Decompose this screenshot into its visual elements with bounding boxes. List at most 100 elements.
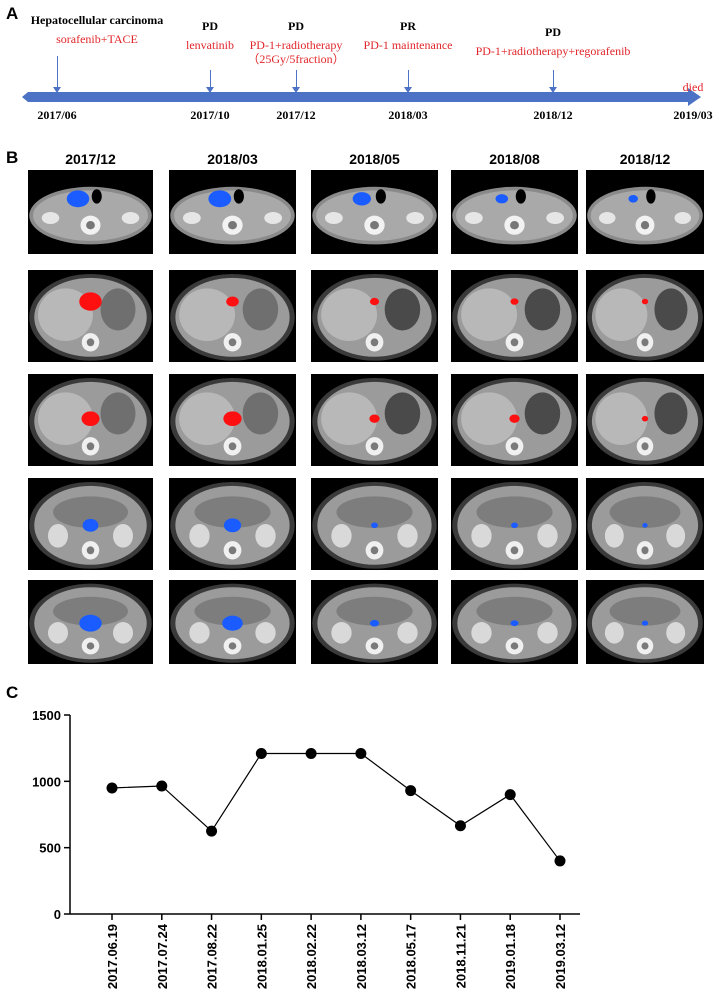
y-tick-label: 0 [54, 907, 61, 922]
ct-slice-drawing [312, 186, 437, 245]
x-tick-label: 2019.03.12 [553, 924, 568, 989]
timeline-event: PD PD-1+radiotherapy+regorafenib [476, 24, 631, 58]
ct-slice-neck [311, 170, 438, 254]
timeline-event: PR PD-1 maintenance [364, 18, 453, 52]
ct-slice-drawing [587, 186, 703, 245]
ct-slice-upper-abdomen [311, 270, 438, 362]
ct-slice-drawing [29, 377, 152, 465]
ct-slice-drawing [312, 273, 437, 361]
ct-slice-drawing [29, 186, 152, 245]
lesion-marker [641, 620, 649, 626]
event-arrow [549, 70, 557, 93]
event-arrow [206, 70, 214, 93]
ct-slice-drawing [170, 583, 295, 663]
event-status: Hepatocellular carcinoma [30, 13, 164, 27]
lesion-marker [511, 522, 518, 529]
x-tick-label: 2017.07.24 [155, 923, 170, 989]
event-arrowhead [53, 87, 61, 93]
lesion-marker [369, 619, 380, 627]
y-tick-label: 1500 [32, 708, 61, 723]
ct-slice-upper-abdomen [28, 270, 153, 362]
lesion-marker [222, 615, 243, 631]
event-arrowhead [549, 87, 557, 93]
ct-slice-drawing [170, 481, 295, 569]
ct-slice-mid-abdomen [169, 374, 296, 466]
ct-slice-mid-abdomen [451, 374, 578, 466]
ct-slice-drawing [587, 583, 703, 663]
event-arrow [404, 70, 412, 93]
lesion-marker [223, 411, 242, 427]
ct-column-date: 2018/05 [349, 151, 400, 167]
x-tick-label: 2018.11.21 [453, 924, 468, 988]
panel-label-c: C [6, 683, 19, 702]
x-tick-label: 2018.03.12 [354, 924, 369, 989]
ct-slice-lower-abdomen [586, 580, 704, 664]
lesion-marker [369, 297, 380, 306]
data-point [106, 782, 118, 794]
event-treatment: lenvatinib [186, 38, 234, 52]
timeline-date: 2017/12 [276, 108, 316, 122]
ct-slice-drawing [452, 583, 577, 663]
ct-slice-mid-abdomen [311, 374, 438, 466]
ct-slice-neck [28, 170, 153, 254]
ct-slice-drawing [29, 583, 152, 663]
lesion-marker [369, 414, 380, 423]
ct-slice-drawing [587, 273, 703, 361]
series-line [111, 752, 561, 862]
event-arrowhead [206, 87, 214, 93]
ct-slice-kidney [451, 478, 578, 570]
ct-slice-drawing [452, 273, 577, 361]
ct-slice-kidney [169, 478, 296, 570]
lesion-marker [208, 190, 232, 208]
event-arrowhead [404, 87, 412, 93]
ct-slice-drawing [312, 583, 437, 663]
ct-slice-drawing [452, 186, 577, 245]
event-treatment: PD-1 maintenance [363, 38, 453, 52]
lesion-marker [510, 620, 519, 627]
lesion-marker [352, 192, 371, 206]
ct-slice-drawing [29, 481, 152, 569]
ct-slice-lower-abdomen [311, 580, 438, 664]
lesion-marker [371, 522, 378, 529]
lesion-marker [79, 614, 102, 632]
x-tick-label: 2019.01.18 [503, 924, 518, 989]
ct-slice-drawing [587, 377, 703, 465]
ct-slice-drawing [452, 481, 577, 569]
data-point [305, 747, 317, 759]
timeline-date: 2018/12 [533, 108, 573, 122]
died-label: died [682, 80, 704, 94]
timeline-date: 2017/10 [190, 108, 230, 122]
lesion-marker [223, 518, 242, 533]
timeline-end-date: 2019/03 [673, 108, 713, 122]
data-point [156, 780, 168, 792]
event-status: PD [202, 19, 218, 33]
lesion-marker [641, 415, 649, 422]
ct-slice-mid-abdomen [28, 374, 153, 466]
x-tick-label: 2018.01.25 [254, 924, 269, 989]
ct-slice-lower-abdomen [169, 580, 296, 664]
ct-slice-kidney [28, 478, 153, 570]
timeline-bar [28, 92, 688, 102]
tumor-marker-line-chart: 0 500 1000 1500 2017.06.19 2017.07.24 2017.08.… [32, 708, 580, 989]
panel-label-a: A [6, 4, 19, 23]
ct-slice-neck [169, 170, 296, 254]
ct-slice-upper-abdomen [451, 270, 578, 362]
ct-slice-drawing [170, 273, 295, 361]
timeline-arrowhead [688, 88, 701, 106]
x-tick-label: 2017.06.19 [105, 924, 120, 989]
ct-slice-mid-abdomen [586, 374, 704, 466]
lesion-marker [66, 190, 90, 208]
data-point [454, 820, 466, 832]
event-arrow [292, 70, 300, 93]
ct-slice-lower-abdomen [451, 580, 578, 664]
timeline-start-cap [22, 92, 28, 102]
event-treatment: PD-1+radiotherapy+regorafenib [475, 44, 631, 58]
lesion-marker [81, 411, 100, 427]
event-status: PD [545, 25, 561, 39]
ct-slice-drawing [312, 377, 437, 465]
ct-slice-kidney [311, 478, 438, 570]
lesion-marker [82, 518, 99, 532]
lesion-marker [642, 523, 648, 528]
ct-slice-drawing [587, 481, 703, 569]
data-point [255, 747, 267, 759]
